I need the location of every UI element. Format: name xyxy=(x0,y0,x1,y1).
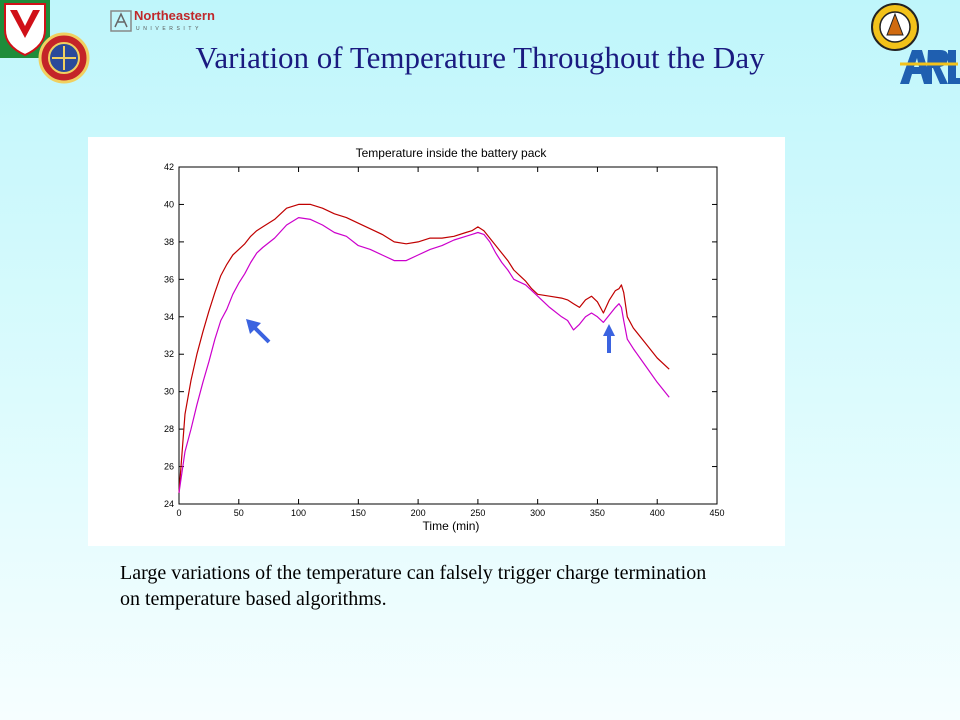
caption-line-2: on temperature based algorithms. xyxy=(120,588,387,610)
caption-line-1: Large variations of the temperature can … xyxy=(120,562,707,584)
arl-logo xyxy=(900,50,960,84)
x-tick-label: 350 xyxy=(590,508,605,518)
y-tick-label: 42 xyxy=(164,162,174,172)
arrow-up-icon xyxy=(603,324,615,353)
y-tick-label: 34 xyxy=(164,312,174,322)
y-tick-label: 24 xyxy=(164,499,174,509)
technology-seal-logo xyxy=(871,3,919,51)
y-tick-label: 30 xyxy=(164,387,174,397)
x-tick-label: 50 xyxy=(234,508,244,518)
y-tick-label: 38 xyxy=(164,237,174,247)
chart-title: Temperature inside the battery pack xyxy=(356,146,548,160)
northeastern-logo: Northeastern UNIVERSITY xyxy=(110,8,215,36)
arrow-up-left-icon xyxy=(246,319,271,344)
y-tick-label: 32 xyxy=(164,349,174,359)
x-tick-label: 200 xyxy=(411,508,426,518)
x-tick-label: 450 xyxy=(709,508,724,518)
series-line-1 xyxy=(178,203,670,493)
slide-caption: Large variations of the temperature can … xyxy=(120,560,840,612)
army-seal-logo xyxy=(38,32,90,84)
axis-ticks: 0 50 100 150 200 250 300 350 400 450 24 26 28 30 32 34 3… xyxy=(164,162,725,518)
series-line-2 xyxy=(178,216,670,493)
x-tick-label: 400 xyxy=(650,508,665,518)
x-tick-label: 0 xyxy=(176,508,181,518)
y-tick-label: 28 xyxy=(164,424,174,434)
x-tick-label: 250 xyxy=(470,508,485,518)
x-tick-label: 100 xyxy=(291,508,306,518)
y-tick-label: 26 xyxy=(164,462,174,472)
y-tick-label: 36 xyxy=(164,274,174,284)
x-tick-label: 150 xyxy=(351,508,366,518)
army-shield-logo xyxy=(0,0,50,58)
northeastern-wordmark: Northeastern xyxy=(134,8,215,23)
northeastern-emblem-icon xyxy=(110,10,132,32)
slide-title: Variation of Temperature Throughout the … xyxy=(195,40,765,75)
chart-panel: Temperature inside the battery pack 0 50 1… xyxy=(88,137,785,546)
x-axis-label: Time (min) xyxy=(423,519,480,533)
series-group xyxy=(178,203,670,493)
y-tick-label: 40 xyxy=(164,199,174,209)
x-tick-label: 300 xyxy=(530,508,545,518)
northeastern-subtitle: UNIVERSITY xyxy=(136,26,203,32)
temperature-chart: Temperature inside the battery pack 0 50 1… xyxy=(164,146,725,533)
